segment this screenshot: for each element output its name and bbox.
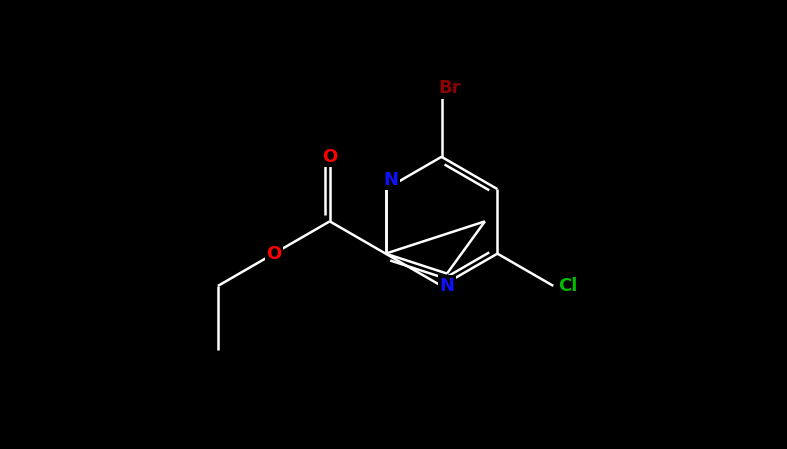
Text: O: O (322, 148, 338, 166)
Text: O: O (266, 245, 282, 263)
Text: N: N (383, 171, 399, 189)
Text: N: N (439, 277, 455, 295)
Text: Br: Br (438, 79, 460, 97)
Text: Cl: Cl (558, 277, 577, 295)
